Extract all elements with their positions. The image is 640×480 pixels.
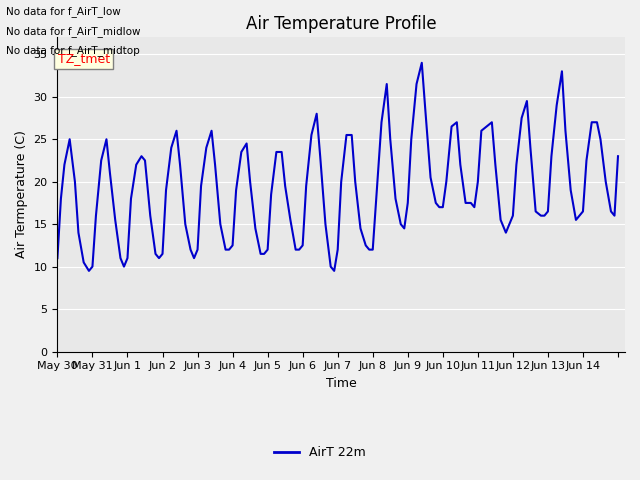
Title: Air Temperature Profile: Air Temperature Profile	[246, 15, 436, 33]
Text: TZ_tmet: TZ_tmet	[58, 52, 109, 65]
Text: No data for f_AirT_midtop: No data for f_AirT_midtop	[6, 45, 140, 56]
Legend: AirT 22m: AirT 22m	[269, 441, 371, 464]
Y-axis label: Air Termperature (C): Air Termperature (C)	[15, 131, 28, 258]
Legend: 	[336, 405, 346, 414]
Text: No data for f_AirT_low: No data for f_AirT_low	[6, 6, 121, 17]
X-axis label: Time: Time	[326, 377, 356, 390]
Text: No data for f_AirT_midlow: No data for f_AirT_midlow	[6, 25, 141, 36]
